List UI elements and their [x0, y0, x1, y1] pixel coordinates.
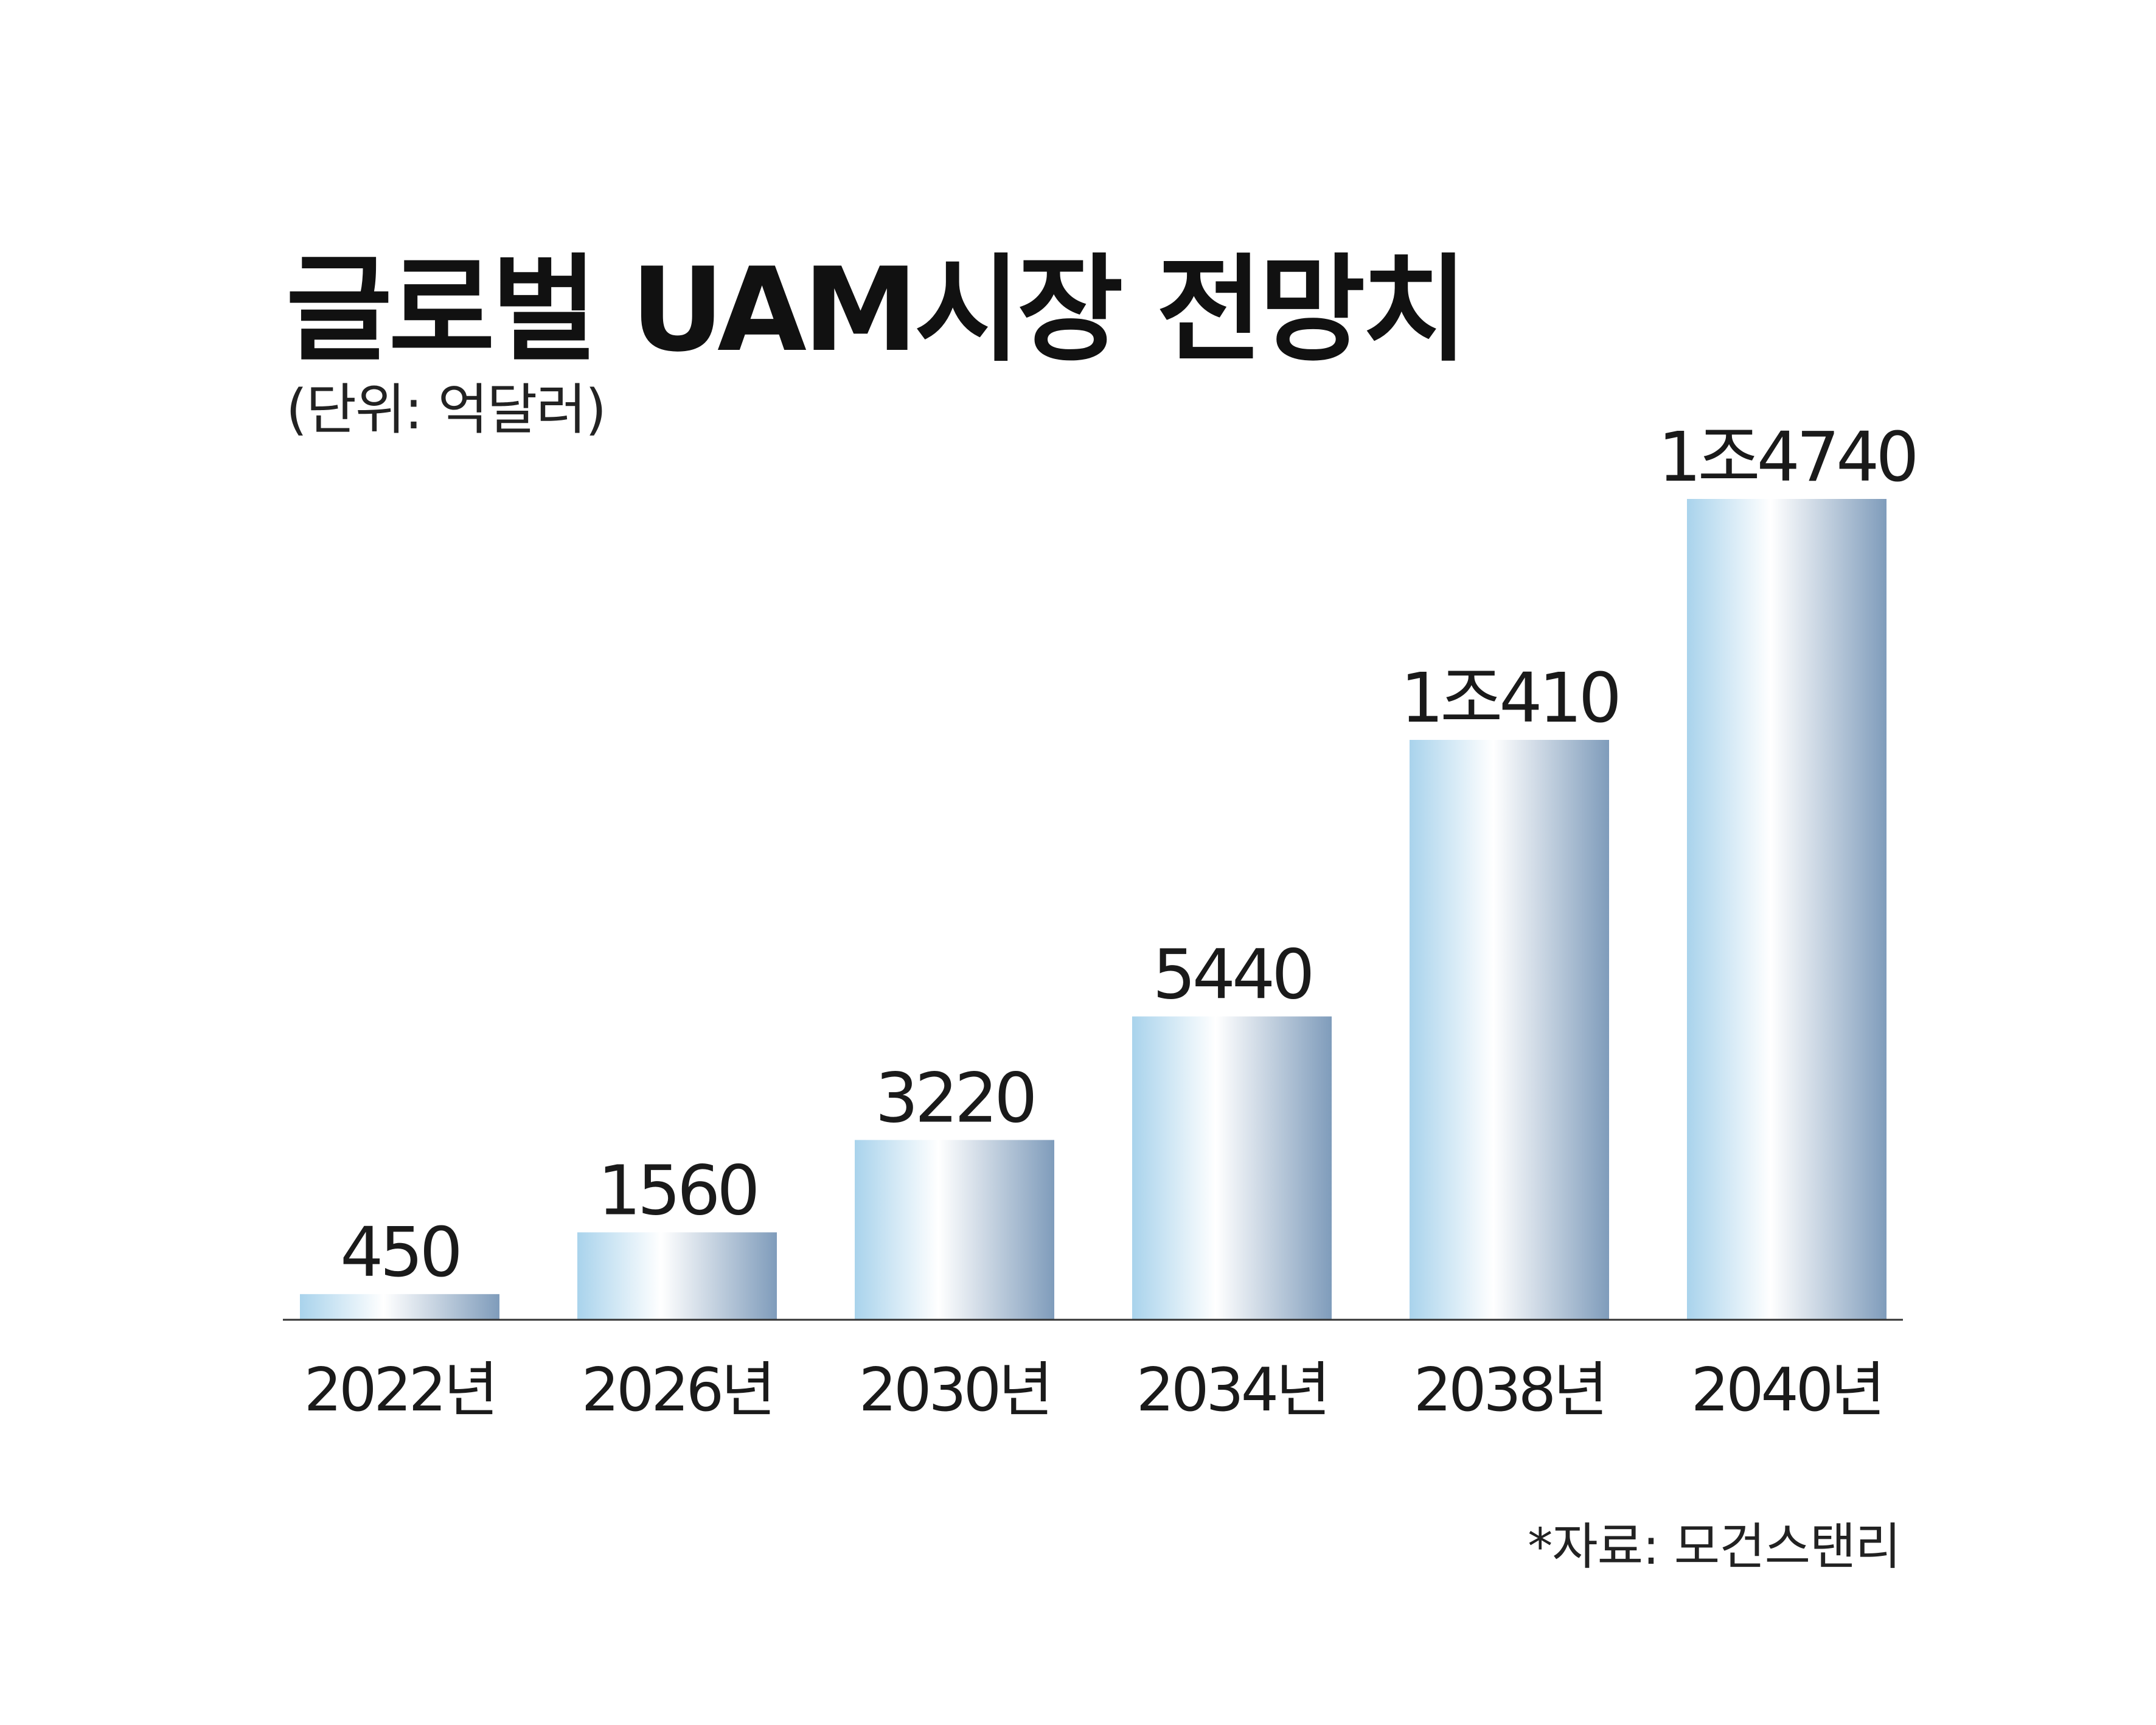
bar-3	[1132, 1016, 1332, 1319]
x-tick-label-3: 2034년	[1136, 1356, 1328, 1425]
source-note: *자료: 모건스탠리	[1528, 1518, 1901, 1576]
bar-1	[577, 1232, 777, 1319]
bars-layer	[300, 499, 1887, 1319]
value-label-0: 450	[340, 1213, 459, 1292]
bar-2	[855, 1140, 1054, 1319]
value-label-3: 5440	[1152, 936, 1311, 1015]
value-label-1: 1560	[597, 1151, 756, 1230]
chart-title: 글로벌 UAM시장 전망치	[286, 243, 1468, 377]
x-tick-label-4: 2038년	[1414, 1356, 1605, 1425]
x-tick-label-1: 2026년	[582, 1356, 773, 1425]
x-tick-label-0: 2022년	[304, 1356, 496, 1425]
bar-5	[1687, 499, 1887, 1319]
x-tick-label-2: 2030년	[859, 1356, 1051, 1425]
labels-layer: 450 2022년 1560 2026년 3220 2030년 5440 2034년 1조410…	[304, 418, 1919, 1425]
x-tick-label-5: 2040년	[1691, 1356, 1883, 1425]
value-label-2: 3220	[875, 1059, 1034, 1138]
value-label-5: 1조4740	[1658, 418, 1915, 497]
bar-4	[1410, 739, 1609, 1319]
unit-note: (단위: 억달러)	[286, 378, 607, 442]
value-label-4: 1조410	[1400, 659, 1618, 738]
bar-0	[300, 1294, 499, 1319]
